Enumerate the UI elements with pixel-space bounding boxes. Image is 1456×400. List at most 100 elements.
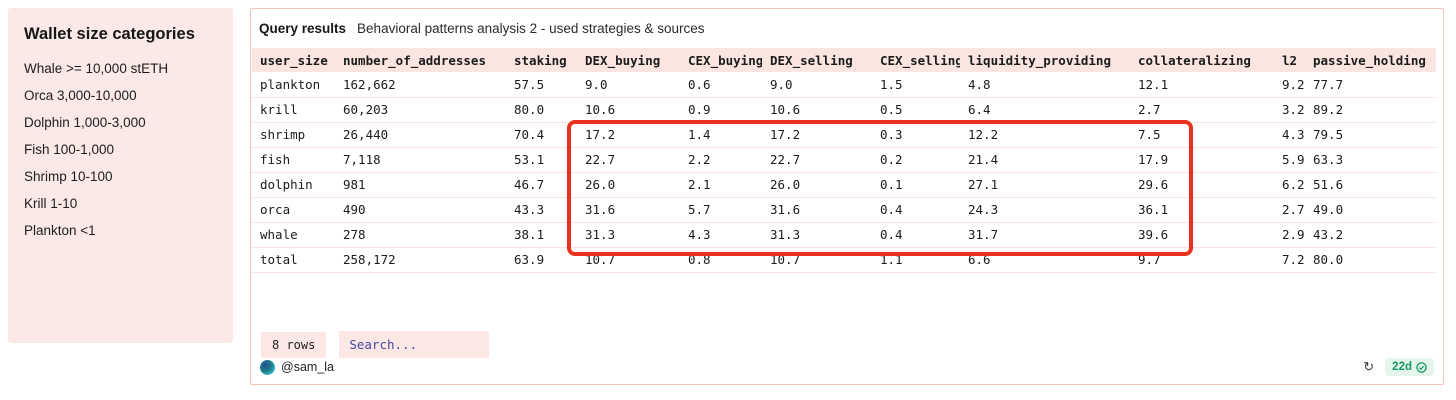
legend-item-krill: Krill 1-10	[24, 196, 78, 211]
cell-dolphin-DEX_buying: 26.0	[577, 172, 680, 198]
cell-whale-l2: 2.9	[1274, 222, 1305, 248]
cell-whale-DEX_selling: 31.3	[762, 222, 872, 248]
wallet-size-legend: Wallet size categories Whale >= 10,000 s…	[8, 8, 233, 343]
cell-dolphin-liquidity_providing: 27.1	[960, 172, 1130, 198]
cell-whale-passive_holding: 43.2	[1305, 222, 1436, 248]
table-row-whale: whale 278 38.1 31.3 4.3 31.3 0.4 31.7 39.6 2.9 43.…	[252, 222, 1436, 248]
cell-dolphin-CEX_selling: 0.1	[872, 172, 960, 198]
cell-orca-DEX_selling: 31.6	[762, 197, 872, 223]
column-header-passive_holding[interactable]: passive_holding	[1305, 48, 1436, 72]
cell-plankton-CEX_buying: 0.6	[680, 72, 762, 98]
cell-fish-liquidity_providing: 21.4	[960, 147, 1130, 173]
cell-shrimp-collateralizing: 7.5	[1130, 122, 1274, 148]
cell-orca-liquidity_providing: 24.3	[960, 197, 1130, 223]
cell-plankton-staking: 57.5	[506, 72, 577, 98]
cell-krill-CEX_selling: 0.5	[872, 97, 960, 123]
legend-item-whale: Whale >= 10,000 stETH	[24, 61, 169, 76]
cell-fish-DEX_buying: 22.7	[577, 147, 680, 173]
cell-krill-staking: 80.0	[506, 97, 577, 123]
author-link[interactable]: @sam_la	[281, 360, 334, 374]
table-row-krill: krill 60,203 80.0 10.6 0.9 10.6 0.5 6.4 2.7 3.2 89…	[252, 97, 1436, 123]
cell-krill-collateralizing: 2.7	[1130, 97, 1274, 123]
cell-dolphin-number_of_addresses: 981	[335, 172, 506, 198]
column-header-CEX_buying[interactable]: CEX_buying	[680, 48, 762, 72]
cell-fish-collateralizing: 17.9	[1130, 147, 1274, 173]
cell-plankton-passive_holding: 77.7	[1305, 72, 1436, 98]
table-row-plankton: plankton 162,662 57.5 9.0 0.6 9.0 1.5 4.8 12.1 9.…	[252, 72, 1436, 98]
column-header-DEX_buying[interactable]: DEX_buying	[577, 48, 680, 72]
cell-whale-number_of_addresses: 278	[335, 222, 506, 248]
cell-shrimp-passive_holding: 79.5	[1305, 122, 1436, 148]
cell-whale-staking: 38.1	[506, 222, 577, 248]
cell-fish-number_of_addresses: 7,118	[335, 147, 506, 173]
cell-dolphin-passive_holding: 51.6	[1305, 172, 1436, 198]
cell-shrimp-staking: 70.4	[506, 122, 577, 148]
table-row-dolphin: dolphin 981 46.7 26.0 2.1 26.0 0.1 27.1 29.6 6.2 5…	[252, 172, 1436, 198]
author-avatar	[260, 359, 275, 375]
cell-krill-CEX_buying: 0.9	[680, 97, 762, 123]
cell-shrimp-DEX_selling: 17.2	[762, 122, 872, 148]
table-row-orca: orca 490 43.3 31.6 5.7 31.6 0.4 24.3 36.1 2.7 49.0	[252, 197, 1436, 223]
legend-item-shrimp: Shrimp 10-100	[24, 169, 113, 184]
cell-orca-l2: 2.7	[1274, 197, 1305, 223]
legend-item-fish: Fish 100-1,000	[24, 142, 115, 157]
cell-shrimp-CEX_buying: 1.4	[680, 122, 762, 148]
cell-shrimp-number_of_addresses: 26,440	[335, 122, 506, 148]
cell-total-CEX_buying: 0.8	[680, 247, 762, 273]
cell-krill-number_of_addresses: 60,203	[335, 97, 506, 123]
cell-plankton-collateralizing: 12.1	[1130, 72, 1274, 98]
data-age-badge[interactable]: 22d	[1385, 358, 1434, 376]
column-header-CEX_selling[interactable]: CEX_selling	[872, 48, 960, 72]
refresh-icon[interactable]: ↻	[1363, 359, 1375, 374]
cell-orca-CEX_selling: 0.4	[872, 197, 960, 223]
column-header-l2[interactable]: l2	[1274, 48, 1305, 72]
cell-whale-CEX_selling: 0.4	[872, 222, 960, 248]
column-header-collateralizing[interactable]: collateralizing	[1130, 48, 1274, 72]
cell-orca-CEX_buying: 5.7	[680, 197, 762, 223]
column-header-user_size[interactable]: user_size	[252, 48, 335, 72]
cell-plankton-l2: 9.2	[1274, 72, 1305, 98]
check-circle-icon	[1416, 361, 1427, 373]
card-header: Query results Behavioral patterns analys…	[251, 9, 1443, 48]
cell-total-number_of_addresses: 258,172	[335, 247, 506, 273]
cell-krill-DEX_buying: 10.6	[577, 97, 680, 123]
cell-total-passive_holding: 80.0	[1305, 247, 1436, 273]
cell-krill-DEX_selling: 10.6	[762, 97, 872, 123]
column-header-DEX_selling[interactable]: DEX_selling	[762, 48, 872, 72]
cell-total-staking: 63.9	[506, 247, 577, 273]
cell-orca-number_of_addresses: 490	[335, 197, 506, 223]
cell-orca-DEX_buying: 31.6	[577, 197, 680, 223]
cell-fish-passive_holding: 63.3	[1305, 147, 1436, 173]
cell-fish-user_size: fish	[252, 147, 335, 173]
cell-dolphin-DEX_selling: 26.0	[762, 172, 872, 198]
column-header-liquidity_providing[interactable]: liquidity_providing	[960, 48, 1130, 72]
column-header-number_of_addresses[interactable]: number_of_addresses	[335, 48, 506, 72]
cell-whale-collateralizing: 39.6	[1130, 222, 1274, 248]
cell-orca-passive_holding: 49.0	[1305, 197, 1436, 223]
cell-total-collateralizing: 9.7	[1130, 247, 1274, 273]
cell-total-DEX_selling: 10.7	[762, 247, 872, 273]
cell-krill-l2: 3.2	[1274, 97, 1305, 123]
cell-fish-l2: 5.9	[1274, 147, 1305, 173]
cell-dolphin-staking: 46.7	[506, 172, 577, 198]
cell-fish-CEX_selling: 0.2	[872, 147, 960, 173]
cell-total-user_size: total	[252, 247, 335, 273]
cell-dolphin-CEX_buying: 2.1	[680, 172, 762, 198]
cell-whale-CEX_buying: 4.3	[680, 222, 762, 248]
cell-whale-user_size: whale	[252, 222, 335, 248]
cell-shrimp-DEX_buying: 17.2	[577, 122, 680, 148]
query-title: Behavioral patterns analysis 2 - used st…	[357, 21, 705, 36]
search-input[interactable]	[339, 331, 490, 358]
legend-item-plankton: Plankton <1	[24, 223, 96, 238]
cell-orca-collateralizing: 36.1	[1130, 197, 1274, 223]
column-header-staking[interactable]: staking	[506, 48, 577, 72]
cell-orca-staking: 43.3	[506, 197, 577, 223]
table-row-total: total 258,172 63.9 10.7 0.8 10.7 1.1 6.6 9.7 7.2 8…	[252, 247, 1436, 273]
query-results-card: Query results Behavioral patterns analys…	[250, 8, 1444, 385]
cell-shrimp-user_size: shrimp	[252, 122, 335, 148]
row-count-badge: 8 rows	[261, 331, 327, 358]
cell-plankton-DEX_selling: 9.0	[762, 72, 872, 98]
cell-dolphin-collateralizing: 29.6	[1130, 172, 1274, 198]
cell-shrimp-CEX_selling: 0.3	[872, 122, 960, 148]
cell-total-l2: 7.2	[1274, 247, 1305, 273]
